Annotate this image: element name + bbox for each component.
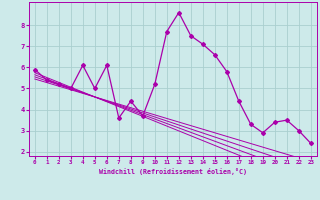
X-axis label: Windchill (Refroidissement éolien,°C): Windchill (Refroidissement éolien,°C) <box>99 168 247 175</box>
